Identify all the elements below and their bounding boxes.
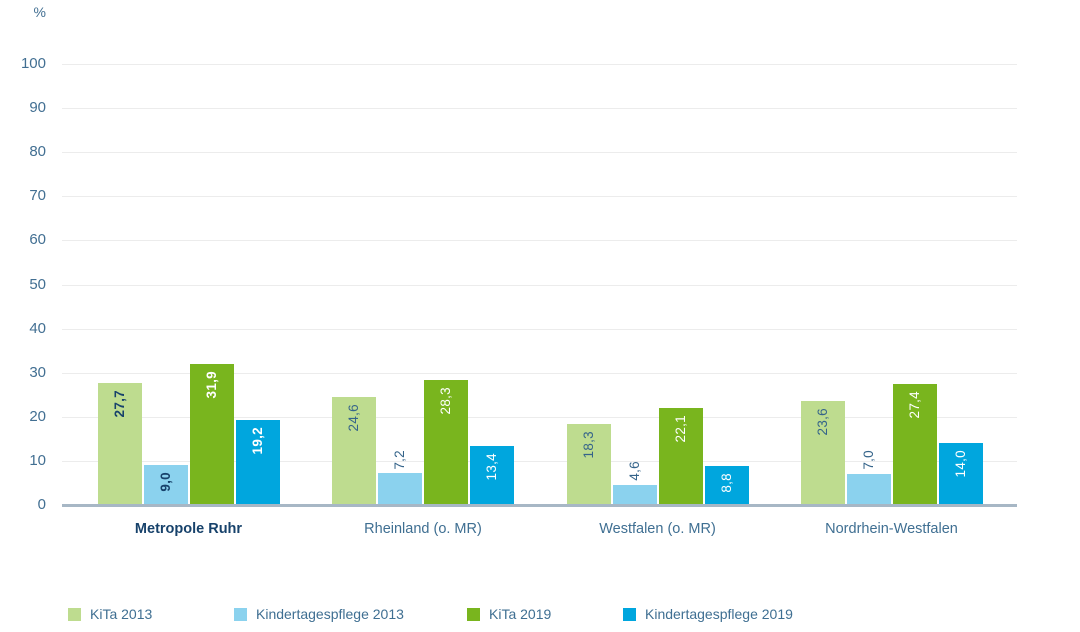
bar-value-label: 31,9 [203,371,219,399]
bar-value-label: 23,6 [814,407,830,436]
legend-item: KiTa 2019 [467,606,551,622]
bar: 27,7 [97,382,142,505]
category-label: Rheinland (o. MR) [364,521,482,537]
y-gridline [62,372,1017,374]
legend-label: KiTa 2019 [489,606,552,622]
bar: 27,4 [892,384,937,505]
bar-value-label: 22,1 [672,414,688,443]
bar-value-label: 13,4 [484,452,499,481]
bar: 8,8 [704,466,749,505]
bar-value-label: 24,6 [346,403,361,431]
bar: 14,0 [938,443,983,505]
bar-value-label: 27,7 [111,389,127,418]
y-tick-label: 90 [29,99,46,117]
bar-value-label: 4,6 [626,461,642,481]
y-tick-label: 30 [29,363,46,381]
legend-item: Kindertagespflege 2013 [234,606,404,622]
y-tick-label: 80 [29,143,46,161]
y-gridline [62,416,1017,418]
bar-value-label: 27,4 [906,391,922,419]
bar: 9,0 [143,465,188,505]
y-gridline [62,152,1017,154]
bar: 7,2 [378,450,422,505]
bar-value-label: 9,0 [157,472,173,492]
bar: 4,6 [612,461,657,505]
legend-label: Kindertagespflege 2019 [645,606,793,622]
y-tick-label: 0 [37,496,46,513]
legend-swatch [234,607,247,621]
bar: 19,2 [235,420,280,505]
y-tick-label: 100 [20,55,46,72]
y-gridline [62,108,1017,110]
x-axis-line [62,504,1017,507]
y-gridline [62,284,1017,286]
legend-swatch [623,607,636,621]
legend-item: KiTa 2013 [68,606,152,622]
y-gridline [62,64,1017,65]
bar-value-label: 14,0 [952,450,968,478]
y-tick-label: 20 [29,407,46,425]
bar: 18,3 [566,424,611,505]
y-gridline [62,240,1017,242]
legend-label: KiTa 2013 [90,606,153,622]
y-tick-label: 50 [29,275,46,293]
bar: 22,1 [658,407,703,505]
legend-item: Kindertagespflege 2019 [623,606,793,622]
legend-label: Kindertagespflege 2013 [256,606,404,622]
category-label: Westfalen (o. MR) [599,521,716,537]
y-tick-label: 10 [29,451,46,469]
bar-value-label: 18,3 [580,431,596,459]
y-tick-label: 70 [29,187,46,205]
y-tick-label: 40 [29,319,46,337]
bar: 24,6 [332,396,376,505]
bar-value-label: 7,0 [860,450,876,471]
y-gridline [62,328,1017,330]
y-gridline [62,460,1017,462]
bar: 31,9 [189,364,234,505]
bar-value-label: 8,8 [718,473,734,493]
bar-value-label: 19,2 [249,427,265,455]
legend-swatch [467,607,480,621]
y-tick-label: 60 [29,231,46,249]
legend-swatch [68,607,81,621]
bar: 13,4 [470,445,514,505]
bar: 23,6 [800,400,845,505]
y-gridline [62,196,1017,198]
bar: 7,0 [846,450,891,505]
category-label: Metropole Ruhr [134,521,243,537]
category-label: Nordrhein-Westfalen [825,521,958,537]
bar-value-label: 7,2 [392,449,407,470]
bar-value-label: 28,3 [438,387,453,415]
percent-axis-label: % [33,4,46,20]
bar: 28,3 [424,380,468,505]
